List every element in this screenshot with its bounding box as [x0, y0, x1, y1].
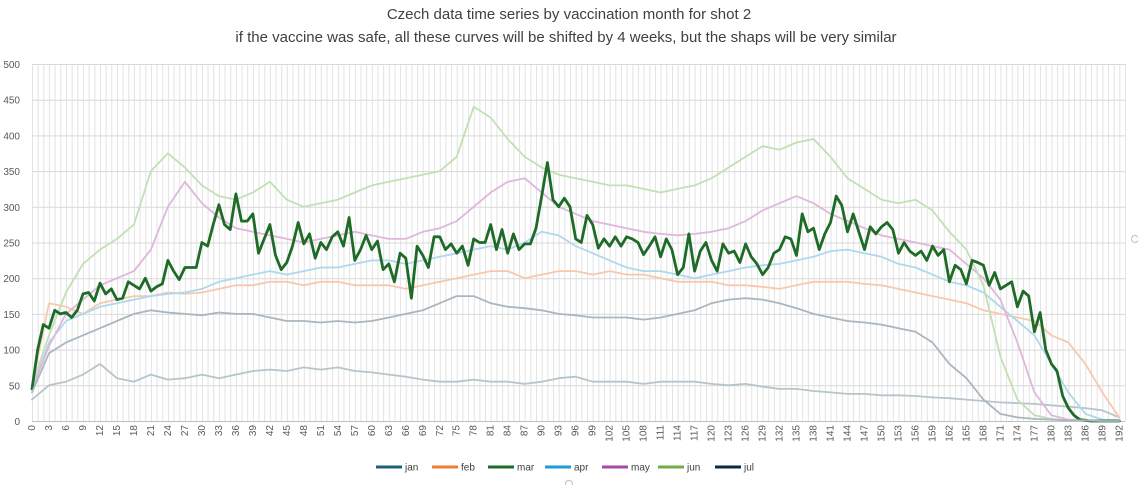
x-tick-label: 192	[1114, 425, 1125, 442]
series-line-jan	[31, 363, 1121, 419]
x-tick-label: 72	[435, 425, 446, 437]
x-tick-label: 63	[384, 425, 395, 437]
x-tick-label: 144	[843, 425, 854, 442]
y-tick-label: 150	[3, 310, 20, 321]
x-tick-label: 33	[214, 425, 225, 437]
x-tick-label: 156	[910, 425, 921, 442]
x-tick-label: 30	[197, 425, 208, 437]
x-tick-label: 183	[1063, 425, 1074, 442]
x-tick-label: 105	[622, 425, 633, 442]
x-tick-label: 57	[350, 425, 361, 437]
x-tick-label: 96	[571, 425, 582, 437]
x-tick-label: 99	[588, 425, 599, 437]
x-tick-label: 24	[163, 425, 174, 437]
series-line-may	[31, 177, 1121, 422]
x-tick-label: 111	[656, 425, 667, 441]
x-tick-label: 39	[248, 425, 259, 437]
y-tick-label: 0	[14, 417, 20, 428]
x-tick-label: 129	[758, 425, 769, 442]
series-line-mar	[30, 161, 1121, 423]
series-line-apr	[31, 230, 1121, 422]
x-tick-label: 189	[1097, 425, 1108, 442]
series-line-jul	[31, 295, 1121, 422]
series-line-jun	[31, 105, 1121, 422]
x-tick-label: 0	[27, 425, 38, 431]
x-tick-label: 81	[486, 425, 497, 437]
y-tick-label: 400	[3, 131, 20, 142]
x-tick-label: 78	[469, 425, 480, 437]
legend-label-apr: apr	[574, 463, 589, 474]
x-tick-label: 165	[961, 425, 972, 442]
chart-resize-handle-bottom[interactable]	[565, 480, 573, 485]
series-lines	[30, 105, 1121, 423]
legend: jan feb mar apr may jun jul	[376, 463, 754, 474]
x-tick-label: 117	[690, 425, 701, 441]
x-tick-label: 93	[554, 425, 565, 437]
x-tick-label: 60	[367, 425, 378, 437]
x-tick-label: 102	[605, 425, 616, 442]
x-tick-label: 153	[893, 425, 904, 442]
x-tick-label: 123	[724, 425, 735, 442]
x-tick-label: 6	[61, 425, 72, 431]
chart-resize-handle[interactable]	[1131, 235, 1138, 243]
legend-label-mar: mar	[517, 463, 535, 474]
x-tick-label: 132	[775, 425, 786, 442]
x-tick-label: 162	[944, 425, 955, 442]
x-tick-label: 90	[537, 425, 548, 437]
legend-label-jan: jan	[404, 463, 418, 474]
x-tick-label: 75	[452, 425, 463, 437]
x-tick-label: 168	[978, 425, 989, 442]
legend-label-feb: feb	[461, 463, 475, 474]
x-tick-label: 180	[1046, 425, 1057, 442]
x-tick-label: 36	[231, 425, 242, 437]
y-tick-label: 450	[3, 96, 20, 107]
x-tick-label: 27	[180, 425, 191, 437]
x-tick-label: 18	[129, 425, 140, 437]
x-tick-label: 84	[503, 425, 514, 437]
y-tick-label: 350	[3, 167, 20, 178]
x-tick-label: 114	[673, 425, 684, 441]
legend-label-may: may	[631, 463, 650, 474]
x-tick-label: 87	[520, 425, 531, 437]
x-tick-label: 171	[995, 425, 1006, 442]
x-tick-label: 138	[809, 425, 820, 442]
x-tick-label: 48	[299, 425, 310, 437]
x-tick-label: 21	[146, 425, 157, 437]
x-tick-label: 186	[1080, 425, 1091, 442]
y-tick-label: 300	[3, 203, 20, 214]
x-tick-label: 147	[859, 425, 870, 442]
y-tick-label: 50	[9, 381, 21, 392]
y-tick-label: 100	[3, 346, 20, 357]
x-tick-label: 12	[95, 425, 106, 437]
x-tick-label: 3	[44, 425, 55, 431]
legend-label-jun: jun	[686, 463, 700, 474]
x-tick-label: 174	[1012, 425, 1023, 442]
y-tick-label: 500	[3, 60, 20, 71]
x-tick-label: 15	[112, 425, 123, 437]
chart-subtitle: if the vaccine was safe, all these curve…	[235, 29, 896, 46]
series-line-feb	[31, 270, 1121, 419]
chart-title: Czech data time series by vaccination mo…	[387, 6, 751, 23]
legend-label-jul: jul	[743, 463, 754, 474]
y-tick-label: 250	[3, 239, 20, 250]
x-tick-label: 120	[707, 425, 718, 442]
gridlines	[32, 64, 1126, 422]
x-tick-label: 9	[78, 425, 89, 431]
y-tick-label: 200	[3, 274, 20, 285]
x-tick-label: 126	[741, 425, 752, 442]
x-tick-label: 45	[282, 425, 293, 437]
x-tick-label: 177	[1029, 425, 1040, 442]
x-tick-label: 66	[401, 425, 412, 437]
x-tick-label: 51	[316, 425, 327, 437]
x-tick-label: 150	[876, 425, 887, 442]
x-tick-label: 54	[333, 425, 344, 437]
x-tick-label: 141	[826, 425, 837, 442]
x-tick-label: 108	[639, 425, 650, 442]
x-tick-label: 159	[927, 425, 938, 442]
x-tick-label: 69	[418, 425, 429, 437]
x-tick-label: 135	[792, 425, 803, 442]
x-tick-label: 42	[265, 425, 276, 437]
